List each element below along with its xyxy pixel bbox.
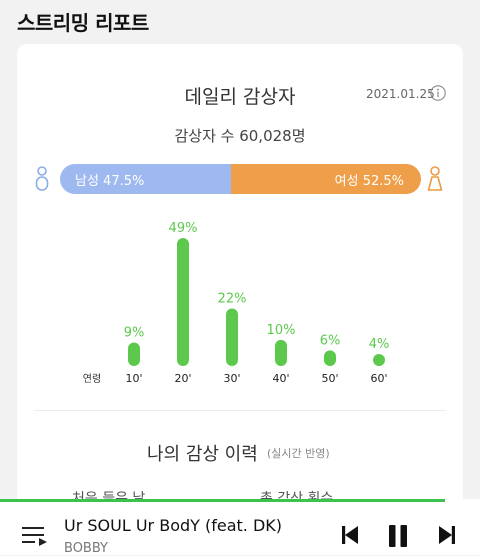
female-ratio-label: 여성 52.5% — [334, 173, 404, 189]
age-axis-label: 연령 — [83, 373, 101, 385]
next-icon[interactable] — [437, 525, 457, 545]
age-category-label: 60' — [370, 372, 387, 385]
age-category-label: 40' — [272, 372, 289, 385]
divider — [34, 410, 446, 411]
age-bar — [324, 350, 336, 366]
history-subtitle: (실시간 반영) — [267, 447, 330, 460]
song-title[interactable]: Ur SOUL Ur BodY (feat. DK) — [64, 516, 283, 535]
age-distribution-chart: 연령 9% 10' 49% 20' 22% 30' 10% 40' 6% 50' 4% 60' — [83, 221, 390, 385]
age-value-label: 9% — [124, 325, 145, 340]
info-icon[interactable] — [430, 85, 446, 101]
gender-ratio-bar: 남성 47.5% 여성 52.5% — [60, 164, 421, 194]
previous-icon[interactable] — [340, 525, 360, 545]
age-bar — [177, 238, 189, 366]
daily-listeners-card: 데일리 감상자 2021.01.25 감상자 수 60,028명 남성 47.5… — [17, 44, 463, 514]
age-bar — [373, 354, 385, 366]
age-value-label: 10% — [267, 323, 296, 338]
history-title: 나의 감상 이력 — [147, 444, 258, 465]
age-category-label: 20' — [174, 372, 191, 385]
playback-progress-bar[interactable] — [0, 499, 445, 502]
age-category-label: 50' — [321, 372, 338, 385]
queue-icon[interactable] — [22, 525, 48, 547]
pause-icon[interactable] — [387, 525, 409, 547]
age-value-label: 4% — [369, 337, 390, 352]
top-bar: 스트리밍 리포트 — [0, 0, 480, 44]
age-bar — [275, 339, 287, 366]
female-icon — [427, 166, 443, 191]
age-category-label: 30' — [223, 372, 240, 385]
listener-count: 감상자 수 60,028명 — [174, 127, 306, 145]
page-title: 스트리밍 리포트 — [17, 11, 149, 35]
male-segment: 남성 47.5% — [60, 164, 232, 194]
male-ratio-label: 남성 47.5% — [75, 173, 145, 189]
female-segment: 여성 52.5% — [231, 164, 421, 194]
age-value-label: 22% — [218, 292, 247, 307]
age-category-label: 10' — [125, 372, 142, 385]
card-date: 2021.01.25 — [366, 87, 435, 101]
card-title: 데일리 감상자 — [184, 86, 296, 108]
age-value-label: 6% — [320, 333, 341, 348]
male-icon — [35, 166, 49, 191]
artist-name[interactable]: BOBBY — [64, 541, 108, 556]
age-bar — [128, 342, 140, 366]
age-value-label: 49% — [169, 221, 198, 236]
mini-player[interactable]: Ur SOUL Ur BodY (feat. DK) BOBBY — [0, 499, 480, 556]
age-bar — [226, 308, 238, 366]
